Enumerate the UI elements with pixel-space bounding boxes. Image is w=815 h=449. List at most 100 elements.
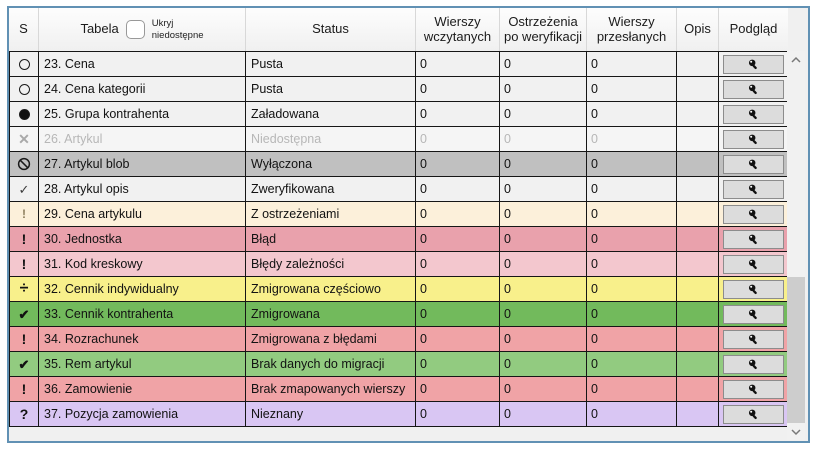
table-row[interactable]: ! 31. Kod kreskowy Błędy zależności 0 0 …	[9, 252, 788, 277]
rows-sent-cell: 0	[587, 402, 677, 426]
preview-button[interactable]	[722, 229, 784, 249]
status-cell: Niedostępna	[246, 127, 416, 151]
description-cell	[677, 252, 719, 276]
rows-sent-cell: 0	[587, 202, 677, 226]
table-row[interactable]: 23. Cena Pusta 0 0 0	[9, 52, 788, 77]
preview-button[interactable]	[722, 104, 784, 124]
preview-button[interactable]	[722, 154, 784, 174]
scrollbar-down-button[interactable]	[787, 423, 805, 440]
hide-unavailable-checkbox[interactable]	[125, 20, 145, 39]
description-cell	[677, 102, 719, 126]
preview-cell	[719, 402, 788, 426]
description-cell	[677, 177, 719, 201]
column-header-rows-loaded[interactable]: Wierszy wczytanych	[416, 8, 500, 51]
description-cell	[677, 52, 719, 76]
vertical-scrollbar	[787, 51, 805, 440]
table-row[interactable]: ! 30. Jednostka Błąd 0 0 0	[9, 227, 788, 252]
table-row[interactable]: ! 34. Rozrachunek Zmigrowana z błędami 0…	[9, 327, 788, 352]
rows-sent-cell: 0	[587, 152, 677, 176]
table-row[interactable]: ✔ 35. Rem artykul Brak danych do migracj…	[9, 352, 788, 377]
rows-loaded-cell: 0	[416, 102, 500, 126]
verified-check-icon: ✓	[18, 181, 30, 197]
table-name-cell: 35. Rem artykul	[39, 352, 246, 376]
scrollbar-track[interactable]	[787, 68, 805, 423]
preview-cell	[719, 377, 788, 401]
table-row[interactable]: ? 37. Pozycja zamowienia Nieznany 0 0 0	[9, 402, 788, 427]
chevron-up-icon	[790, 51, 802, 69]
description-cell	[677, 202, 719, 226]
rows-loaded-cell: 0	[416, 152, 500, 176]
table-row[interactable]: ✕ 26. Artykul Niedostępna 0 0 0	[9, 127, 788, 152]
status-icon-cell: !	[9, 202, 39, 226]
warnings-cell: 0	[500, 402, 587, 426]
warnings-cell: 0	[500, 52, 587, 76]
column-header-description[interactable]: Opis	[677, 8, 719, 51]
description-cell	[677, 352, 719, 376]
preview-button[interactable]	[722, 254, 784, 274]
table-row[interactable]: ✓ 28. Artykul opis Zweryfikowana 0 0 0	[9, 177, 788, 202]
preview-button[interactable]	[722, 379, 784, 399]
rows-sent-cell: 0	[587, 377, 677, 401]
empty-circle-icon	[18, 83, 30, 95]
scrollbar-thumb[interactable]	[787, 277, 805, 423]
status-icon-cell: !	[9, 252, 39, 276]
preview-button[interactable]	[722, 204, 784, 224]
table-name-cell: 29. Cena artykulu	[39, 202, 246, 226]
scrollbar-up-button[interactable]	[787, 51, 805, 68]
column-header-warnings[interactable]: Ostrzeżenia po weryfikacji	[500, 8, 587, 51]
table-row[interactable]: ! 29. Cena artykulu Z ostrzeżeniami 0 0 …	[9, 202, 788, 227]
description-cell	[677, 377, 719, 401]
preview-button[interactable]	[722, 54, 784, 74]
table-row[interactable]: 25. Grupa kontrahenta Załadowana 0 0 0	[9, 102, 788, 127]
hide-unavailable-label: Ukryj niedostępne	[151, 17, 204, 41]
status-icon-cell: ÷	[9, 277, 39, 301]
status-icon-cell	[9, 52, 39, 76]
column-header-status[interactable]: Status	[246, 8, 416, 51]
table-name-cell: 23. Cena	[39, 52, 246, 76]
description-cell	[677, 77, 719, 101]
rows-sent-cell: 0	[587, 227, 677, 251]
status-icon-cell: ?	[9, 402, 39, 426]
preview-button[interactable]	[722, 404, 784, 424]
preview-button[interactable]	[722, 279, 784, 299]
rows-loaded-cell: 0	[416, 377, 500, 401]
table-name-cell: 25. Grupa kontrahenta	[39, 102, 246, 126]
description-cell	[677, 152, 719, 176]
rows-sent-cell: 0	[587, 252, 677, 276]
rows-loaded-cell: 0	[416, 402, 500, 426]
table-row[interactable]: 27. Artykul blob Wyłączona 0 0 0	[9, 152, 788, 177]
preview-button[interactable]	[722, 304, 784, 324]
rows-loaded-cell: 0	[416, 252, 500, 276]
preview-cell	[719, 77, 788, 101]
column-header-rows-sent[interactable]: Wierszy przesłanych	[587, 8, 677, 51]
migrated-check-icon: ✔	[18, 306, 30, 322]
table-row[interactable]: ✔ 33. Cennik kontrahenta Zmigrowana 0 0 …	[9, 302, 788, 327]
magnifier-icon	[747, 58, 760, 71]
table-name-cell: 30. Jednostka	[39, 227, 246, 251]
status-cell: Zweryfikowana	[246, 177, 416, 201]
rows-sent-cell: 0	[587, 102, 677, 126]
preview-button[interactable]	[722, 129, 784, 149]
preview-button[interactable]	[722, 354, 784, 374]
preview-button[interactable]	[722, 329, 784, 349]
rows-loaded-cell: 0	[416, 202, 500, 226]
status-cell: Błąd	[246, 227, 416, 251]
preview-button[interactable]	[722, 79, 784, 99]
column-header-preview[interactable]: Podgląd	[729, 21, 778, 37]
filled-circle-icon	[18, 108, 30, 120]
description-cell	[677, 402, 719, 426]
status-cell: Pusta	[246, 52, 416, 76]
preview-button[interactable]	[722, 179, 784, 199]
warnings-cell: 0	[500, 277, 587, 301]
magnifier-icon	[747, 158, 760, 171]
data-grid: S Tabela Ukryj niedostępne Status Wiersz…	[9, 8, 788, 427]
column-header-table[interactable]: Tabela Ukryj niedostępne	[39, 8, 246, 51]
rows-sent-cell: 0	[587, 127, 677, 151]
table-row[interactable]: ÷ 32. Cennik indywidualny Zmigrowana czę…	[9, 277, 788, 302]
error-exclamation-icon: !	[21, 231, 27, 247]
table-row[interactable]: 24. Cena kategorii Pusta 0 0 0	[9, 77, 788, 102]
description-cell	[677, 227, 719, 251]
error-exclamation-icon: !	[21, 256, 27, 272]
column-header-s[interactable]: S	[9, 8, 39, 51]
table-row[interactable]: ! 36. Zamowienie Brak zmapowanych wiersz…	[9, 377, 788, 402]
